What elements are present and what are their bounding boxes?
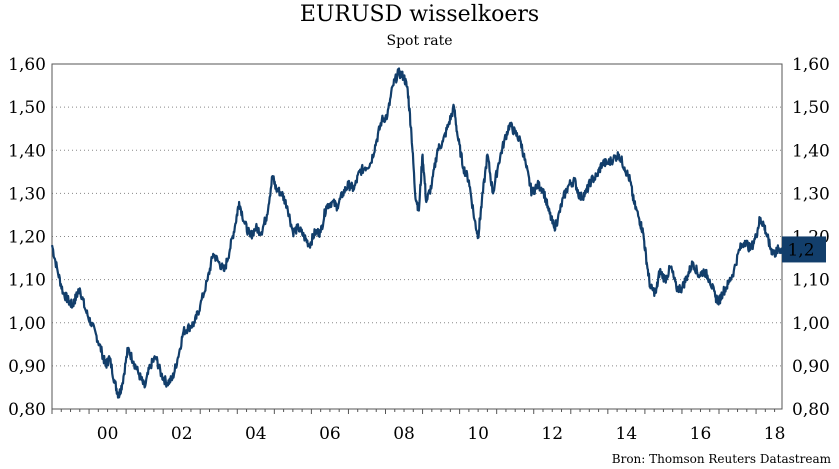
x-tick-label: 14 <box>616 424 638 444</box>
y-tick-label-left: 1,60 <box>8 55 46 75</box>
y-tick-label-right: 1,10 <box>792 271 830 291</box>
gridlines <box>52 106 782 367</box>
last-value-label: 1,2 <box>787 240 814 260</box>
y-tick-label-left: 0,80 <box>8 400 46 420</box>
y-tick-label-right: 0,80 <box>792 400 830 420</box>
x-tick-label: 10 <box>467 424 489 444</box>
x-tick-label: 18 <box>764 424 786 444</box>
source-note: Bron: Thomson Reuters Datastream <box>611 452 831 466</box>
y-tick-label-left: 1,50 <box>8 98 46 118</box>
y-tick-label-right: 1,00 <box>792 314 830 334</box>
chart-subtitle: Spot rate <box>386 33 453 49</box>
y-tick-label-left: 1,00 <box>8 314 46 334</box>
y-tick-label-left: 1,40 <box>8 141 46 161</box>
y-tick-label-left: 1,10 <box>8 271 46 291</box>
x-tick-label: 08 <box>393 424 415 444</box>
y-axis-left: 0,80 0,90 1,00 1,10 1,20 1,30 1,40 1,50 1,60 <box>8 55 46 420</box>
x-tick-label: 06 <box>319 424 341 444</box>
chart-title: EURUSD wisselkoers <box>299 2 540 27</box>
eurusd-series-line <box>50 67 784 399</box>
y-tick-label-left: 0,90 <box>8 357 46 377</box>
x-tick-label: 04 <box>245 424 267 444</box>
x-axis: 00 02 04 06 08 10 12 14 16 18 <box>51 409 786 444</box>
x-tick-label: 02 <box>171 424 193 444</box>
y-tick-label-right: 1,50 <box>792 98 830 118</box>
x-tick-label: 00 <box>97 424 119 444</box>
y-tick-label-right: 1,40 <box>792 141 830 161</box>
last-value-marker: 1,2 <box>782 236 826 263</box>
y-axis-right: 0,800,901,001,101,201,301,401,501,60 <box>792 55 830 420</box>
y-tick-label-right: 0,90 <box>792 357 830 377</box>
y-tick-label-left: 1,30 <box>8 184 46 204</box>
y-tick-label-right: 1,60 <box>792 55 830 75</box>
y-tick-label-left: 1,20 <box>8 228 46 248</box>
x-tick-label: 16 <box>690 424 712 444</box>
x-tick-label: 12 <box>541 424 563 444</box>
last-value-box <box>782 236 826 263</box>
y-tick-label-right: 1,30 <box>792 184 830 204</box>
